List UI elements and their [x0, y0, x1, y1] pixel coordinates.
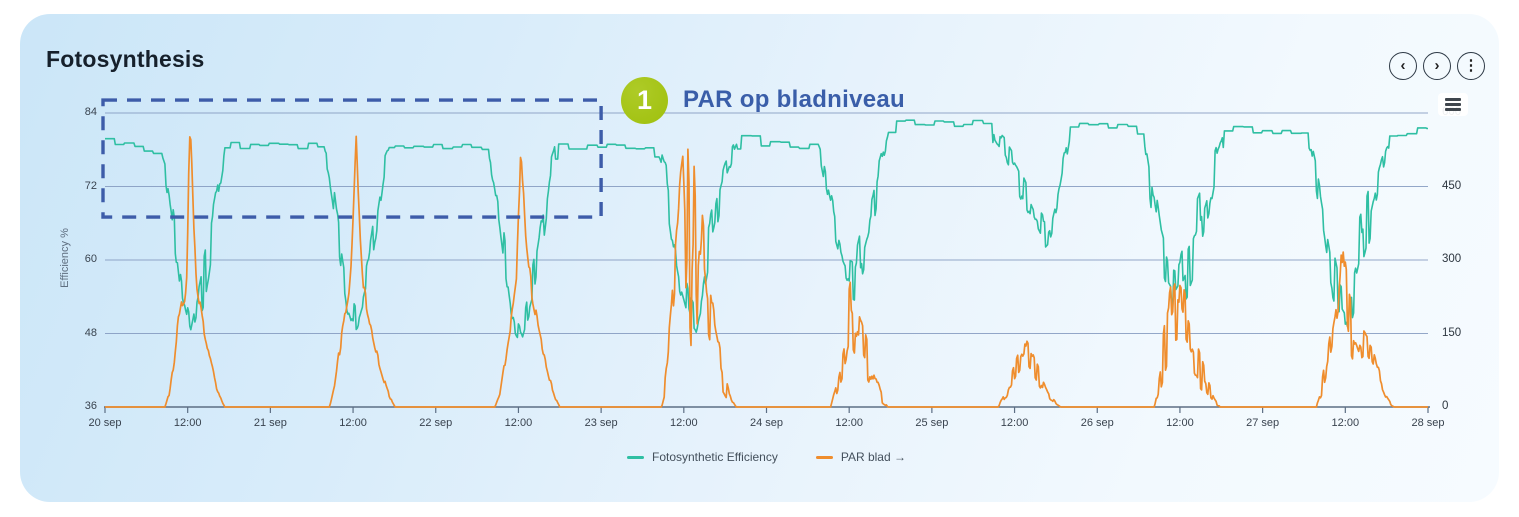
annotation-label: PAR op bladniveau — [683, 86, 906, 113]
x-tick-label: 22 sep — [419, 417, 453, 429]
y-right-tick-label: 0 — [1442, 400, 1449, 412]
x-tick-label: 28 sep — [1411, 417, 1445, 429]
kebab-menu-icon: ⋮ — [1463, 56, 1479, 74]
par-series-line — [105, 135, 1428, 408]
x-tick-label: 24 sep — [749, 417, 784, 429]
hamburger-icon — [1445, 103, 1461, 106]
x-tick-label: 26 sep — [1080, 417, 1114, 429]
legend-swatch — [815, 455, 833, 459]
chart-export-menu-button[interactable] — [1438, 93, 1468, 116]
card-title: Fotosynthesis — [46, 46, 205, 72]
chevron-right-icon: › — [1434, 56, 1440, 74]
legend-swatch — [627, 455, 644, 459]
legend-item[interactable]: PAR blad → — [815, 450, 906, 464]
legend-item-label: Fotosynthetic Efficiency — [652, 450, 778, 464]
x-tick-label: 12:00 — [173, 417, 202, 429]
fotosynthesis-card — [20, 14, 1499, 502]
x-tick-label: 12:00 — [504, 417, 533, 429]
next-button[interactable]: › — [1423, 52, 1451, 80]
x-tick-label: 21 sep — [253, 417, 287, 429]
y-left-tick-label: 48 — [84, 326, 97, 339]
y-right-tick-label: 450 — [1442, 179, 1462, 192]
y-left-tick-label: 72 — [84, 179, 97, 192]
annotation-step-number: 1 — [636, 85, 653, 115]
y-left-tick-label: 36 — [84, 400, 97, 412]
y-left-tick-label: 60 — [84, 253, 97, 265]
x-tick-label: 23 sep — [584, 417, 618, 429]
x-tick-label: 12:00 — [1166, 417, 1194, 429]
x-tick-label: 12:00 — [670, 417, 698, 429]
prev-button[interactable]: ‹ — [1389, 52, 1417, 80]
x-tick-label: 12:00 — [835, 417, 863, 429]
x-tick-label: 12:00 — [1000, 417, 1029, 429]
legend-item[interactable]: Fotosynthetic Efficiency — [627, 450, 778, 464]
hamburger-icon — [1445, 108, 1461, 111]
more-options-button[interactable]: ⋮ — [1457, 52, 1485, 80]
card-toolbar: ‹ › ⋮ — [1389, 52, 1485, 80]
x-tick-label: 12:00 — [339, 417, 367, 429]
x-tick-label: 20 sep — [88, 417, 122, 429]
legend-item-label: PAR blad → — [840, 450, 906, 464]
y-left-tick-label: 84 — [84, 106, 97, 118]
x-tick-label: 12:00 — [1331, 417, 1360, 429]
hamburger-icon — [1445, 98, 1461, 101]
x-tick-label: 25 sep — [915, 417, 949, 429]
annotation-step-badge: 1 — [621, 77, 668, 124]
x-tick-label: 27 sep — [1246, 417, 1280, 429]
y-right-tick-label: 150 — [1442, 326, 1462, 339]
chart-legend: Fotosynthetic Efficiency PAR blad → — [105, 450, 1428, 464]
efficiency-series-line — [105, 119, 1428, 339]
highlight-region-box — [101, 98, 603, 219]
chevron-left-icon: ‹ — [1400, 56, 1406, 74]
y-right-tick-label: 300 — [1442, 253, 1462, 265]
